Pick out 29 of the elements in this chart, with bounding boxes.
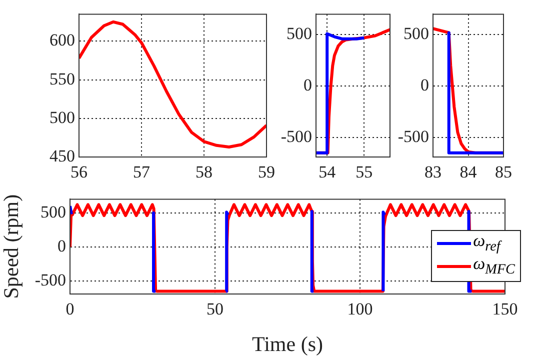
- y-tick-label: 500: [50, 108, 75, 127]
- y-tick-label: 550: [50, 69, 75, 88]
- x-tick-label: 85: [495, 162, 512, 182]
- y-tick-label: 600: [50, 30, 75, 50]
- y-tick-label: 450: [50, 146, 75, 166]
- x-axis-title: Time (s): [252, 332, 323, 356]
- x-tick-label: 55: [356, 162, 373, 182]
- y-tick-label: -500: [398, 126, 429, 146]
- y-tick-label: 0: [58, 236, 66, 256]
- y-axis-title: Speed (rpm): [0, 194, 24, 299]
- x-tick-label: 57: [133, 162, 150, 182]
- legend-label: ω$_{ref}$: [473, 230, 500, 254]
- x-tick-label: 83: [424, 162, 442, 182]
- y-tick-label: 0: [420, 76, 429, 95]
- x-tick-label: 50: [206, 300, 224, 319]
- y-tick-label: 500: [404, 24, 429, 44]
- y-tick-label: 0: [304, 76, 312, 95]
- x-tick-label: 84: [460, 162, 478, 182]
- x-tick-label: 58: [196, 162, 212, 182]
- y-tick-label: -500: [34, 270, 66, 290]
- x-tick-label: 54: [318, 162, 336, 182]
- legend-label: ω$_{MFC}$: [473, 254, 515, 280]
- x-tick-label: 59: [258, 162, 275, 182]
- y-tick-label: -500: [280, 126, 312, 146]
- y-tick-label: 500: [40, 202, 66, 222]
- x-tick-label: 56: [70, 162, 88, 182]
- y-tick-label: 500: [286, 24, 312, 44]
- x-tick-label: 150: [492, 300, 518, 319]
- x-tick-label: 100: [347, 300, 373, 319]
